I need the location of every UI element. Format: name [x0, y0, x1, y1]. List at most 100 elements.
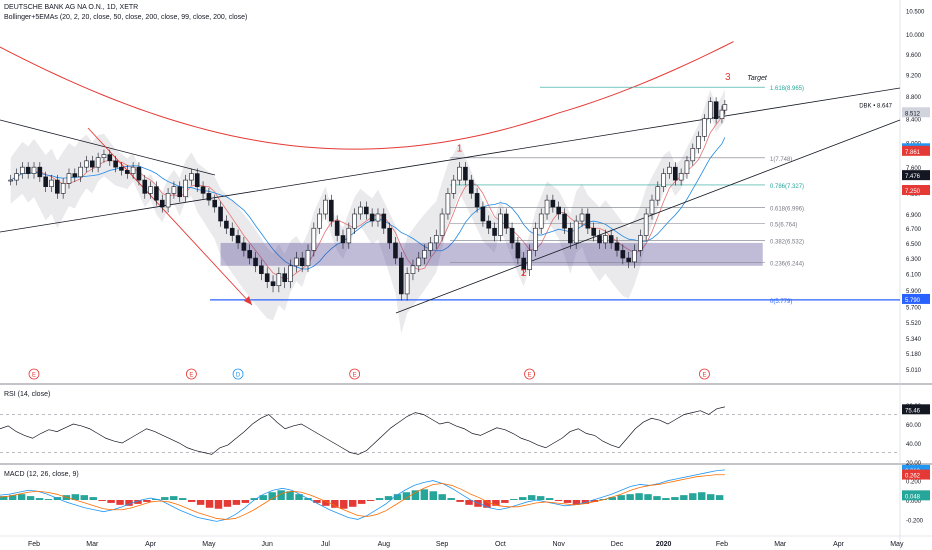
macd-histogram-bar — [17, 494, 26, 500]
macd-histogram-bar — [384, 496, 393, 500]
macd-histogram-bar — [214, 500, 223, 509]
candle — [369, 213, 375, 222]
macd-histogram-bar — [8, 495, 17, 500]
macd-value-badge — [902, 469, 930, 480]
trendline-upper-descending — [0, 119, 216, 176]
macd-histogram-bar — [527, 495, 536, 500]
macd-value-badge — [902, 490, 930, 501]
candle — [515, 242, 521, 259]
macd-histogram-bar — [223, 500, 232, 507]
macd-tick-label: -0.200 — [906, 518, 924, 524]
macd-histogram-bar — [715, 495, 724, 500]
earnings-marker[interactable] — [28, 368, 40, 380]
price-tick-label: 10.500 — [906, 10, 925, 16]
price-tick-label: 6.100 — [906, 273, 922, 279]
rsi-value-badge — [902, 404, 930, 415]
candle — [241, 242, 247, 251]
candle — [626, 257, 631, 263]
price-badge — [902, 145, 930, 156]
candle — [661, 173, 666, 187]
macd-histogram-bar — [698, 492, 706, 500]
rsi-title: RSI (14, close) — [4, 391, 50, 398]
candle — [690, 148, 696, 162]
time-axis-label: Jun — [262, 541, 273, 548]
candle — [119, 166, 124, 171]
price-tick-label: 8.800 — [906, 95, 922, 101]
price-tick-label: 8.400 — [906, 118, 922, 124]
candle — [72, 173, 78, 178]
candle — [189, 173, 194, 181]
earnings-marker[interactable] — [524, 368, 535, 380]
candle — [364, 206, 369, 215]
macd-histogram-bar — [187, 500, 196, 502]
macd-signal-line — [0, 474, 725, 520]
candle — [177, 186, 183, 198]
candle — [107, 154, 113, 162]
candle — [381, 213, 387, 229]
price-tick-label: 9.600 — [906, 53, 922, 59]
macd-histogram-bar — [501, 500, 509, 503]
price-badge — [902, 107, 930, 118]
macd-histogram-bar — [134, 500, 142, 504]
candle — [329, 199, 334, 222]
target-label: Target — [747, 75, 768, 82]
macd-histogram-bar — [44, 499, 53, 500]
candle — [305, 250, 311, 267]
candle — [538, 213, 544, 229]
fib-label: 1(7.748) — [770, 157, 792, 163]
earnings-marker[interactable] — [186, 368, 197, 380]
macd-histogram-bar — [447, 498, 455, 500]
time-axis-label: Nov — [552, 541, 565, 548]
candle — [562, 213, 567, 229]
candle — [60, 183, 66, 194]
macd-histogram-bar — [35, 498, 44, 500]
price-tick-label: 5.180 — [906, 352, 922, 358]
earnings-marker[interactable] — [232, 368, 244, 380]
macd-histogram-bar — [572, 500, 581, 505]
candle — [527, 250, 532, 271]
macd-histogram-bar — [277, 490, 285, 500]
macd-histogram-bar — [563, 500, 572, 503]
earnings-marker[interactable] — [349, 368, 361, 380]
candle — [445, 193, 451, 215]
candle — [533, 227, 538, 251]
candle — [655, 186, 661, 201]
candle — [264, 273, 270, 282]
price-tick-label: 6.500 — [906, 242, 922, 248]
time-axis-label: Feb — [28, 541, 40, 548]
candle — [393, 242, 398, 259]
macd-tick-label: 0.000 — [906, 499, 922, 505]
price-tick-label: 6.300 — [906, 257, 922, 263]
candle — [719, 109, 725, 119]
candle — [667, 166, 672, 174]
earnings-marker[interactable] — [699, 368, 710, 380]
candle — [722, 104, 728, 111]
candle — [591, 227, 596, 236]
macd-value-badge-text: 0.262 — [905, 474, 921, 480]
macd-histogram-bar — [295, 494, 303, 500]
candle — [101, 154, 107, 159]
candle — [20, 166, 25, 174]
candle — [597, 235, 602, 244]
macd-histogram-bar — [178, 498, 187, 500]
fib-label: 1.618(8.965) — [770, 86, 804, 92]
symbol-last-price: DBK • 8.647 — [859, 104, 892, 110]
time-axis-label: Mar — [86, 541, 99, 548]
macd-histogram-bar — [662, 498, 670, 500]
price-badge — [902, 293, 930, 304]
macd-histogram-bar — [689, 493, 697, 500]
candle — [358, 206, 363, 215]
candle — [556, 206, 562, 215]
macd-histogram-bar — [483, 500, 491, 508]
macd-histogram-bar — [241, 500, 250, 503]
ema-200-line — [0, 41, 734, 150]
fib-label: 0(5.779) — [770, 299, 792, 305]
candle — [550, 199, 556, 208]
candle — [224, 220, 229, 229]
price-badge-text: 7.861 — [905, 150, 921, 156]
price-tick-label: 6.700 — [906, 227, 922, 233]
candle — [614, 242, 620, 251]
candle — [253, 257, 258, 267]
chart-title: DEUTSCHE BANK AG NA O.N., 1D, XETR — [4, 4, 139, 11]
